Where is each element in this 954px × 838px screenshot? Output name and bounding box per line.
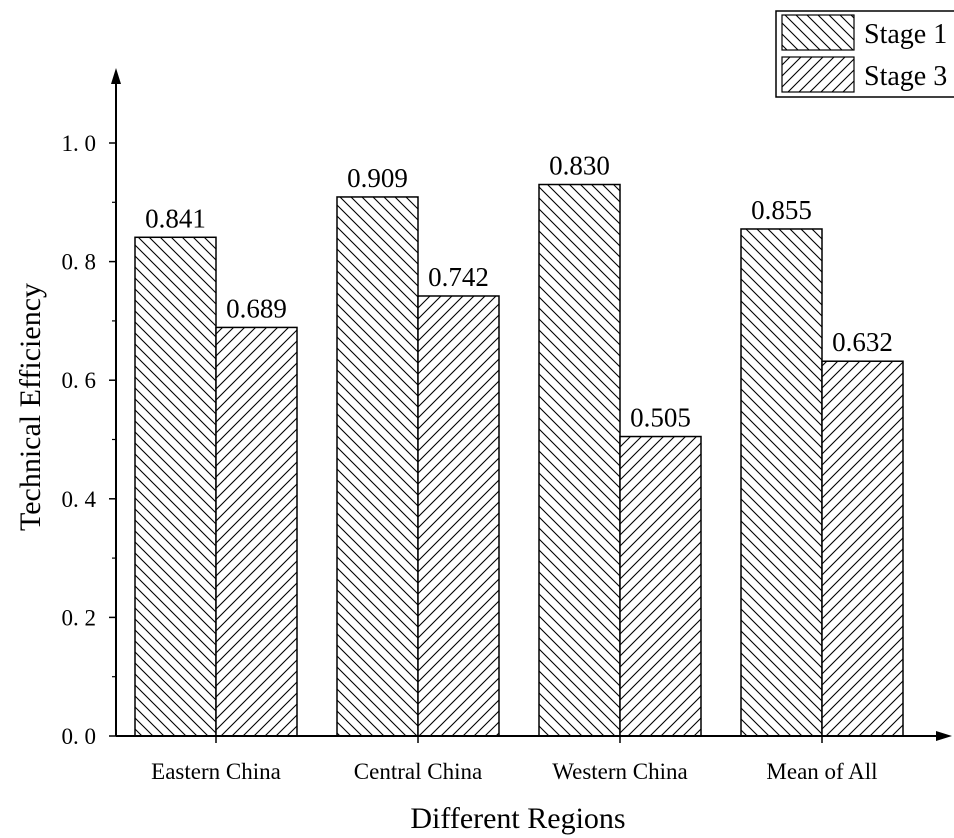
bar-western-china-stage-3 [619,435,702,737]
y-tick-label: 1. 0 [62,131,97,156]
data-label-mean-of-all-stage-1: 0.855 [751,195,812,225]
x-tick-label-western-china: Western China [552,759,687,784]
x-axis-arrow [936,731,952,741]
data-label-central-china-stage-1: 0.909 [347,163,408,193]
legend: Stage 1 Stage 3 [775,10,954,98]
y-tick-label: 0. 8 [62,250,97,275]
x-tick-label-mean-of-all: Mean of All [766,759,877,784]
y-ticks: 0. 0 0. 2 0. 4 0. 6 0. 8 1. 0 [62,131,116,749]
data-label-mean-of-all-stage-3: 0.632 [832,327,893,357]
bars-layer [134,183,904,737]
data-label-eastern-china-stage-3: 0.689 [226,293,287,323]
bar-eastern-china-stage-1 [134,236,217,737]
bar-western-china-stage-1 [538,183,621,737]
bar-central-china-stage-3 [417,295,500,737]
data-label-eastern-china-stage-1: 0.841 [145,203,206,233]
bar-central-china-stage-1 [336,196,419,737]
legend-swatch-stage-1 [781,14,855,51]
bar-mean-of-all-stage-3 [821,360,904,737]
y-tick-label: 0. 0 [62,724,97,749]
bar-mean-of-all-stage-1 [740,228,823,737]
y-axis-title: Technical Efficiency [14,283,47,531]
x-tick-label-eastern-china: Eastern China [151,759,281,784]
legend-swatch-stage-3 [781,56,855,93]
y-axis-arrow [111,68,121,84]
bar-eastern-china-stage-3 [215,326,298,737]
y-tick-label: 0. 6 [62,368,97,393]
x-tick-label-central-china: Central China [354,759,482,784]
data-label-central-china-stage-3: 0.742 [428,262,489,292]
x-axis-title: Different Regions [410,802,625,835]
x-ticks: Eastern China Central China Western China M… [151,736,878,784]
y-tick-label: 0. 2 [62,605,97,630]
data-label-western-china-stage-1: 0.830 [549,151,610,181]
legend-label-stage-1: Stage 1 [864,19,947,50]
data-label-western-china-stage-3: 0.505 [630,403,691,433]
y-tick-label: 0. 4 [62,487,97,512]
axes [111,68,952,741]
value-labels-layer: 0.841 0.689 0.909 0.742 0.830 0.505 0.855 0.632 [145,151,893,433]
legend-label-stage-3: Stage 3 [864,61,947,92]
